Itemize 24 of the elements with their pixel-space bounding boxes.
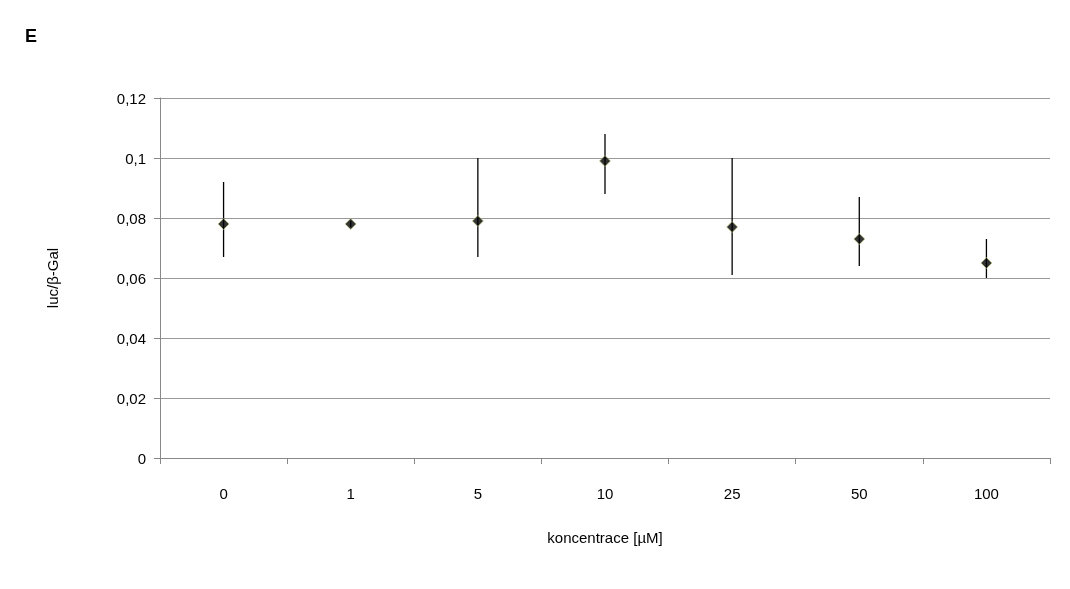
y-tick-label: 0,1 [125, 149, 146, 167]
y-tick-label: 0,06 [116, 269, 146, 287]
x-tick-label: 25 [723, 485, 741, 502]
point [726, 221, 739, 233]
x-tick-label: 100 [973, 485, 999, 502]
point [599, 155, 611, 167]
chart-title: E [25, 26, 38, 46]
point [980, 257, 993, 269]
x-axis-title: koncentrace [µM] [547, 529, 663, 546]
x-tick-label: 0 [219, 485, 228, 502]
y-tick-label: 0,02 [116, 389, 146, 407]
y-tick-label: 0,12 [116, 89, 146, 107]
y-tick-label: 0,04 [116, 329, 146, 347]
point [471, 215, 484, 227]
point [344, 218, 357, 230]
y-tick-label: 0 [137, 449, 146, 467]
point [853, 233, 866, 245]
y-axis-title: luc/β-Gal [44, 247, 61, 309]
x-tick-label: 10 [596, 485, 614, 502]
point [217, 218, 230, 230]
x-tick-label: 50 [850, 485, 868, 502]
x-tick-label: 1 [346, 485, 355, 502]
x-tick-label: 5 [473, 485, 483, 502]
y-tick-label: 0,08 [116, 209, 146, 227]
